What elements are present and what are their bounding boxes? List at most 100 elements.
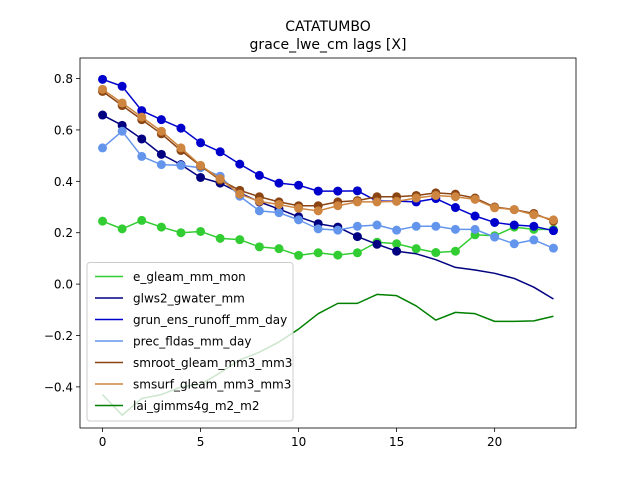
data-point xyxy=(352,248,362,258)
data-point xyxy=(156,149,166,159)
x-tick-label: 10 xyxy=(291,435,306,449)
y-tick-label: 0.0 xyxy=(54,278,73,292)
data-point xyxy=(137,151,147,161)
data-point xyxy=(333,201,343,211)
data-point xyxy=(431,190,441,200)
legend-entry: smroot_gleam_mm3_mm3 xyxy=(95,356,292,370)
legend-entry: grun_ens_runoff_mm_day xyxy=(95,313,287,327)
data-point xyxy=(294,180,304,190)
data-point xyxy=(470,211,480,221)
data-point xyxy=(274,178,284,188)
data-point xyxy=(450,192,460,202)
data-point xyxy=(392,246,402,256)
data-point xyxy=(137,215,147,225)
legend-label: lai_gimms4g_m2_m2 xyxy=(133,399,260,413)
data-point xyxy=(490,217,500,227)
data-point xyxy=(137,134,147,144)
data-point xyxy=(196,172,206,182)
data-point xyxy=(156,115,166,125)
legend-label: e_gleam_mm_mon xyxy=(133,270,246,284)
data-point xyxy=(352,186,362,196)
axes-frame xyxy=(79,57,577,429)
data-point xyxy=(450,203,460,213)
data-point xyxy=(450,224,460,234)
data-point xyxy=(352,232,362,242)
data-point xyxy=(117,224,127,234)
data-point xyxy=(215,174,225,184)
legend-entry: lai_gimms4g_m2_m2 xyxy=(95,399,260,413)
legend-label: smsurf_gleam_mm3_mm3 xyxy=(133,378,291,392)
data-point xyxy=(176,123,186,133)
data-point xyxy=(548,243,558,253)
legend-entry: prec_fldas_mm_day xyxy=(95,335,252,349)
data-point xyxy=(274,244,284,254)
data-point xyxy=(352,197,362,207)
data-point xyxy=(411,221,421,231)
x-tick-label: 0 xyxy=(99,435,107,449)
y-tick-label: 0.2 xyxy=(54,226,73,240)
data-point xyxy=(98,74,108,84)
data-point xyxy=(470,194,480,204)
data-point xyxy=(313,248,323,258)
data-point xyxy=(215,147,225,157)
series-prec_fldas_mm_day xyxy=(98,126,558,253)
data-point xyxy=(235,235,245,245)
data-point xyxy=(117,81,127,91)
data-point xyxy=(254,170,264,180)
data-point xyxy=(352,221,362,231)
data-point xyxy=(450,246,460,256)
data-point xyxy=(176,143,186,153)
data-point xyxy=(313,224,323,234)
data-point xyxy=(431,221,441,231)
data-point xyxy=(411,193,421,203)
legend-label: smroot_gleam_mm3_mm3 xyxy=(133,356,292,370)
data-point xyxy=(235,189,245,199)
data-point xyxy=(490,203,500,213)
legend-box xyxy=(86,262,294,422)
legend-entry: glws2_gwater_mm xyxy=(95,292,245,306)
data-point xyxy=(548,226,558,236)
data-point xyxy=(294,203,304,213)
chart-title: CATATUMBO xyxy=(285,19,370,35)
series-layer xyxy=(98,74,558,416)
data-point xyxy=(176,160,186,170)
data-point xyxy=(392,239,402,249)
legend-entry: smsurf_gleam_mm3_mm3 xyxy=(95,378,291,392)
data-point xyxy=(294,250,304,260)
axes-layer: 0 5 10 15 20 −0.4 −0.2 0.0 0.2 0.4 0.6 0.8 xyxy=(44,57,577,449)
data-point xyxy=(372,197,382,207)
series-smsurf_gleam_mm3_mm3 xyxy=(98,84,558,225)
data-point xyxy=(333,250,343,260)
data-point xyxy=(431,248,441,258)
data-point xyxy=(529,210,539,220)
data-point xyxy=(156,126,166,136)
x-tick-label: 20 xyxy=(487,435,502,449)
legend: e_gleam_mm_mon glws2_gwater_mm grun_ens_ru… xyxy=(86,262,294,422)
data-point xyxy=(196,160,206,170)
data-point xyxy=(98,143,108,153)
data-point xyxy=(196,138,206,148)
x-tick-label: 5 xyxy=(197,435,205,449)
data-point xyxy=(313,186,323,196)
data-point xyxy=(117,98,127,108)
data-point xyxy=(470,224,480,234)
data-point xyxy=(156,222,166,232)
data-point xyxy=(274,199,284,209)
data-point xyxy=(372,220,382,230)
data-point xyxy=(137,106,147,116)
data-point xyxy=(254,206,264,216)
data-point xyxy=(548,215,558,225)
data-point xyxy=(333,186,343,196)
data-point xyxy=(98,84,108,94)
data-point xyxy=(254,196,264,206)
x-tick-label: 15 xyxy=(389,435,404,449)
data-point xyxy=(333,225,343,235)
data-point xyxy=(254,242,264,252)
data-point xyxy=(392,225,402,235)
y-tick-label: 0.4 xyxy=(54,175,73,189)
legend-label: prec_fldas_mm_day xyxy=(133,335,252,349)
data-point xyxy=(235,159,245,169)
legend-label: grun_ens_runoff_mm_day xyxy=(133,313,287,327)
data-point xyxy=(411,244,421,254)
